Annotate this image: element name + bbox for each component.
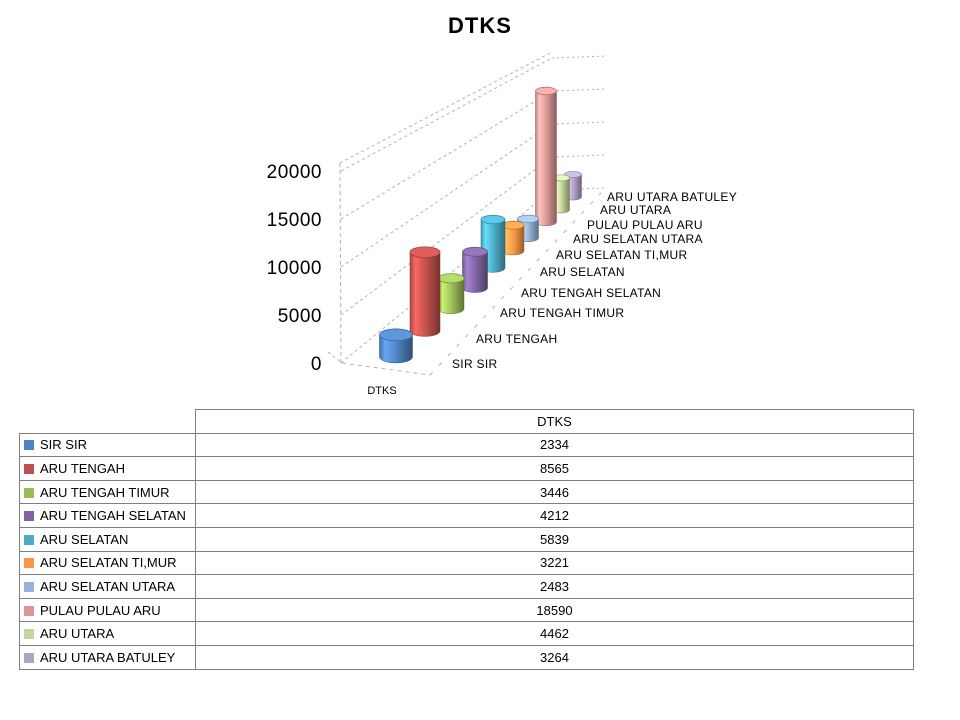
cylinder-bar-5 xyxy=(501,220,525,256)
legend-swatch xyxy=(24,534,34,545)
depth-axis-line xyxy=(429,192,602,376)
legend-swatch xyxy=(24,652,34,663)
floor-series-label: DTKS xyxy=(367,385,396,397)
row-label: ARU SELATAN UTARA xyxy=(40,578,176,594)
category-axis-line xyxy=(341,362,431,376)
category-label: ARU TENGAH SELATAN xyxy=(521,286,661,300)
row-label: ARU UTARA BATULEY xyxy=(40,649,176,665)
category-label: ARU SELATAN TI,MUR xyxy=(556,248,687,262)
table-header-cell: DTKS xyxy=(195,409,914,434)
row-value: 2483 xyxy=(195,574,914,599)
y-gridline xyxy=(340,90,553,220)
y-axis-tick-label: 5000 xyxy=(278,306,322,327)
row-label-cell: PULAU PULAU ARU xyxy=(19,597,196,623)
y-gridline xyxy=(340,57,553,172)
row-label: PULAU PULAU ARU xyxy=(40,602,161,618)
table-row: ARU SELATAN 5839 xyxy=(19,526,914,552)
table-row: ARU TENGAH SELATAN 4212 xyxy=(19,503,914,528)
row-label-cell: ARU TENGAH TIMUR xyxy=(19,479,196,505)
row-value: 3446 xyxy=(195,479,914,505)
row-label: ARU SELATAN TI,MUR xyxy=(40,555,177,571)
row-value: 3264 xyxy=(195,644,914,670)
row-label: ARU TENGAH SELATAN xyxy=(40,508,186,524)
row-label: ARU SELATAN xyxy=(40,531,129,547)
y-axis-tick-label: 0 xyxy=(311,354,322,375)
chart-title: DTKS xyxy=(448,13,512,38)
legend-swatch xyxy=(24,511,34,522)
table-row: ARU UTARA 4462 xyxy=(19,621,914,646)
back-gridline xyxy=(551,88,607,92)
row-label: ARU TENGAH xyxy=(40,460,125,476)
category-axis-tail xyxy=(327,351,343,364)
category-label: ARU TENGAH TIMUR xyxy=(500,306,624,320)
legend-swatch xyxy=(24,487,34,498)
3d-cylinder-chart: SIR SIR ARU TENGAH ARU TENGAH TIMUR ARU TEN… xyxy=(267,51,737,397)
cylinder-bar-0 xyxy=(379,328,413,364)
legend-swatch xyxy=(24,605,34,616)
row-label-cell: ARU TENGAH SELATAN xyxy=(19,503,196,528)
y-axis-tick-label: 20000 xyxy=(267,162,322,183)
row-label: SIR SIR xyxy=(40,437,87,453)
row-value: 5839 xyxy=(195,526,914,552)
table-row: ARU SELATAN TI,MUR 3221 xyxy=(19,550,914,576)
legend-swatch xyxy=(24,581,34,592)
category-label: ARU SELATAN UTARA xyxy=(573,232,703,246)
table-row: ARU SELATAN UTARA 2483 xyxy=(19,574,914,599)
row-value: 4212 xyxy=(195,503,914,528)
row-label-cell: SIR SIR xyxy=(19,432,196,458)
row-label-cell: ARU UTARA BATULEY xyxy=(19,644,196,670)
row-value: 2334 xyxy=(195,432,914,458)
row-value: 18590 xyxy=(195,597,914,623)
table-row: ARU UTARA BATULEY 3264 xyxy=(19,644,914,670)
category-label: PULAU PULAU ARU xyxy=(587,218,703,232)
wall-top-edge xyxy=(339,51,553,164)
category-label: ARU SELATAN xyxy=(540,265,625,279)
row-label-cell: ARU UTARA xyxy=(19,621,196,646)
data-table: DTKS SIR SIR 2334 ARU TENGAH 8565 ARU TENGAH… xyxy=(19,409,914,670)
y-gridline xyxy=(340,156,553,316)
table-row: SIR SIR 2334 xyxy=(19,432,914,458)
legend-swatch xyxy=(24,440,34,451)
category-label: SIR SIR xyxy=(452,357,497,371)
category-label: ARU UTARA BATULEY xyxy=(607,190,737,204)
row-label-cell: ARU SELATAN xyxy=(19,526,196,552)
cylinder-bar-1 xyxy=(409,246,441,337)
category-label: ARU TENGAH xyxy=(476,332,557,346)
row-label-cell: ARU SELATAN UTARA xyxy=(19,574,196,599)
row-label: ARU TENGAH TIMUR xyxy=(40,484,170,500)
table-corner-cell xyxy=(19,409,196,434)
y-axis-tick-label: 15000 xyxy=(267,210,322,231)
cylinder-bar-2 xyxy=(437,273,465,314)
y-axis-line xyxy=(339,162,342,364)
back-gridline xyxy=(551,187,607,191)
row-value: 3221 xyxy=(195,550,914,576)
row-value: 4462 xyxy=(195,621,914,646)
row-value: 8565 xyxy=(195,456,914,481)
y-gridline xyxy=(340,123,553,268)
legend-swatch xyxy=(24,558,34,569)
legend-swatch xyxy=(24,463,34,474)
row-label-cell: ARU SELATAN TI,MUR xyxy=(19,550,196,576)
y-axis-tick-label: 10000 xyxy=(267,258,322,279)
table-row: ARU TENGAH 8565 xyxy=(19,456,914,481)
legend-swatch xyxy=(24,629,34,640)
category-label: ARU UTARA xyxy=(600,203,671,217)
back-gridline xyxy=(551,121,607,125)
cylinder-bar-3 xyxy=(462,246,488,293)
table-row: ARU TENGAH TIMUR 3446 xyxy=(19,479,914,505)
row-label-cell: ARU TENGAH xyxy=(19,456,196,481)
table-header-row: DTKS xyxy=(19,409,914,434)
back-gridline xyxy=(551,154,607,158)
back-gridline xyxy=(551,55,607,59)
row-label: ARU UTARA xyxy=(40,626,115,642)
table-row: PULAU PULAU ARU 18590 xyxy=(19,597,914,623)
cylinder-bar-7 xyxy=(535,86,557,227)
